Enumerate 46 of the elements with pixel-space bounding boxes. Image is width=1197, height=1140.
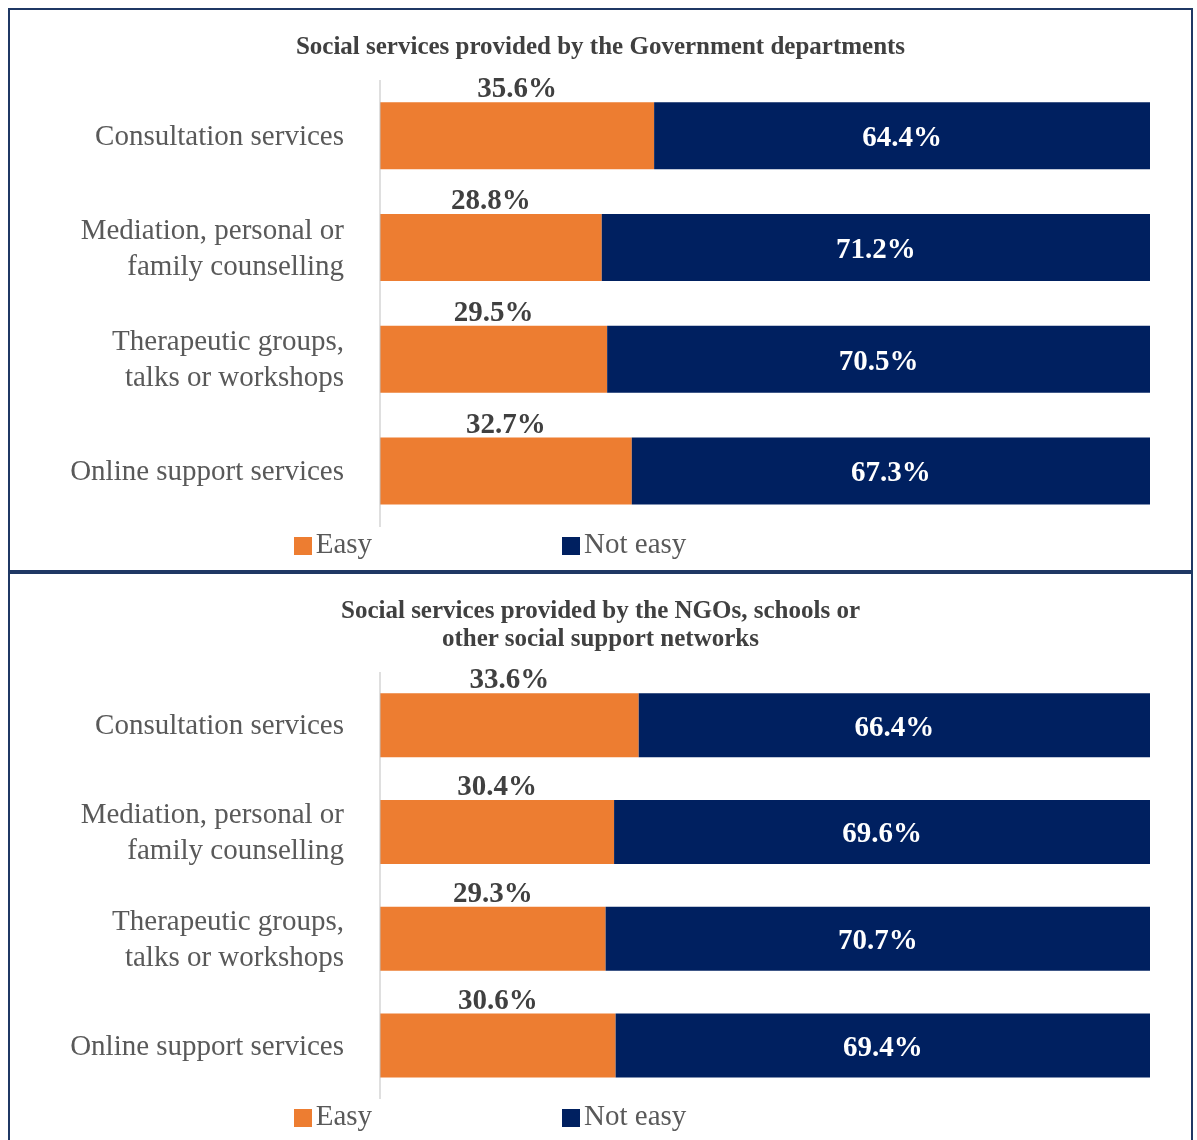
y-tick-label: Online support services (70, 1028, 344, 1061)
bar (601, 214, 1150, 282)
data-label: 28.8% (451, 183, 531, 216)
bar (380, 906, 606, 971)
bar (638, 693, 1150, 758)
y-tick-label: Mediation, personal or family counselling (80, 797, 345, 866)
data-label: 67.3% (851, 455, 931, 488)
legend-label: Not easy (584, 1099, 687, 1131)
y-tick-label: Consultation services (95, 708, 344, 741)
y-tick-label: Mediation, personal or family counselling (80, 212, 345, 281)
y-tick-label: Therapeutic groups, talks or workshops (112, 903, 344, 972)
bar (380, 325, 608, 393)
bar (631, 437, 1150, 505)
legend-label: Easy (315, 527, 373, 559)
data-label: 33.6% (469, 662, 550, 695)
y-tick-label: Consultation services (95, 118, 344, 151)
bar (605, 906, 1150, 971)
data-label: 69.6% (842, 816, 922, 849)
data-label: 29.3% (452, 875, 533, 908)
y-tick-label: Therapeutic groups, talks or workshops (112, 324, 344, 393)
bar (380, 437, 632, 505)
data-label: 69.4% (842, 1029, 923, 1062)
bar (380, 214, 602, 282)
bar (380, 800, 615, 865)
bar (614, 800, 1150, 865)
data-label: 32.7% (466, 406, 546, 439)
data-label: 71.2% (836, 231, 916, 264)
data-label: 29.5% (453, 294, 534, 327)
data-label: 64.4% (862, 120, 942, 153)
chart-title: Social services provided by the Government departments (294, 32, 907, 60)
bar (380, 1013, 616, 1078)
data-label: 30.6% (457, 982, 538, 1015)
data-label: 70.5% (838, 343, 919, 376)
data-label: 66.4% (854, 709, 935, 742)
legend-label: Not easy (584, 527, 687, 559)
data-label: 70.7% (837, 923, 918, 956)
bar (607, 325, 1150, 393)
bar (654, 102, 1150, 170)
bar (380, 693, 639, 758)
chart-title: Social services provided by the NGOs, schools or other social support networks (340, 596, 861, 652)
bar (615, 1013, 1150, 1078)
y-tick-label: Online support services (70, 454, 344, 487)
bar (380, 102, 655, 170)
data-label: 30.4% (457, 769, 537, 802)
legend-label: Easy (315, 1099, 373, 1131)
data-label: 35.6% (477, 71, 557, 104)
